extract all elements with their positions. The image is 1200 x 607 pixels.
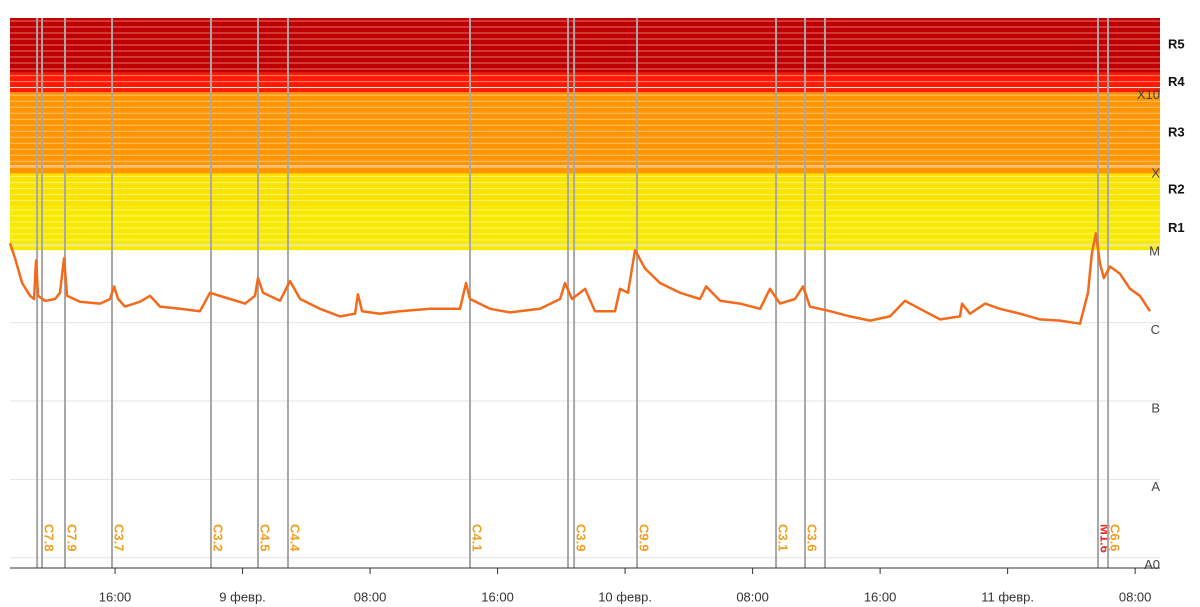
band-label: R4 [1168, 74, 1185, 89]
y-tick-label: X [1151, 165, 1160, 180]
band-label: R2 [1168, 182, 1185, 197]
flare-label: C7.9 [65, 524, 80, 551]
x-tick-label: 16:00 [481, 589, 514, 604]
flux-line [8, 232, 1152, 325]
x-tick-label: 10 февр. [598, 589, 652, 604]
flare-label: C7.8 [42, 524, 57, 551]
flare-label: C3.1 [776, 524, 791, 551]
flare-label: C4.4 [288, 524, 303, 552]
flare-label: C4.1 [470, 524, 485, 551]
band-label: R3 [1168, 124, 1185, 139]
alert-band [10, 206, 1160, 251]
x-tick-label: 08:00 [354, 589, 387, 604]
alert-band [10, 92, 1160, 174]
alert-band [10, 18, 1160, 73]
y-tick-label: B [1151, 400, 1160, 415]
x-tick-label: 11 февр. [981, 589, 1034, 604]
alert-band [10, 173, 1160, 207]
x-tick-label: 08:00 [1119, 589, 1152, 604]
y-tick-label: A0 [1144, 557, 1160, 572]
flare-label: C6.6 [1108, 524, 1123, 551]
y-tick-label: X10 [1137, 87, 1160, 102]
y-tick-label: M [1149, 244, 1160, 259]
band-label: R5 [1168, 37, 1185, 52]
band-label: R1 [1168, 220, 1185, 235]
x-tick-label: 16:00 [864, 589, 897, 604]
flare-label: C9.9 [637, 524, 652, 551]
flare-label: C3.7 [112, 524, 127, 551]
x-tick-label: 08:00 [736, 589, 769, 604]
flare-label: C3.2 [211, 524, 226, 551]
y-tick-label: C [1151, 322, 1160, 337]
y-tick-label: A [1151, 479, 1160, 494]
flare-label: C3.6 [805, 524, 820, 551]
flare-label: C3.9 [574, 524, 589, 551]
x-tick-label: 9 февр. [219, 589, 266, 604]
x-tick-label: 16:00 [99, 589, 132, 604]
flare-label: C4.5 [258, 524, 273, 551]
